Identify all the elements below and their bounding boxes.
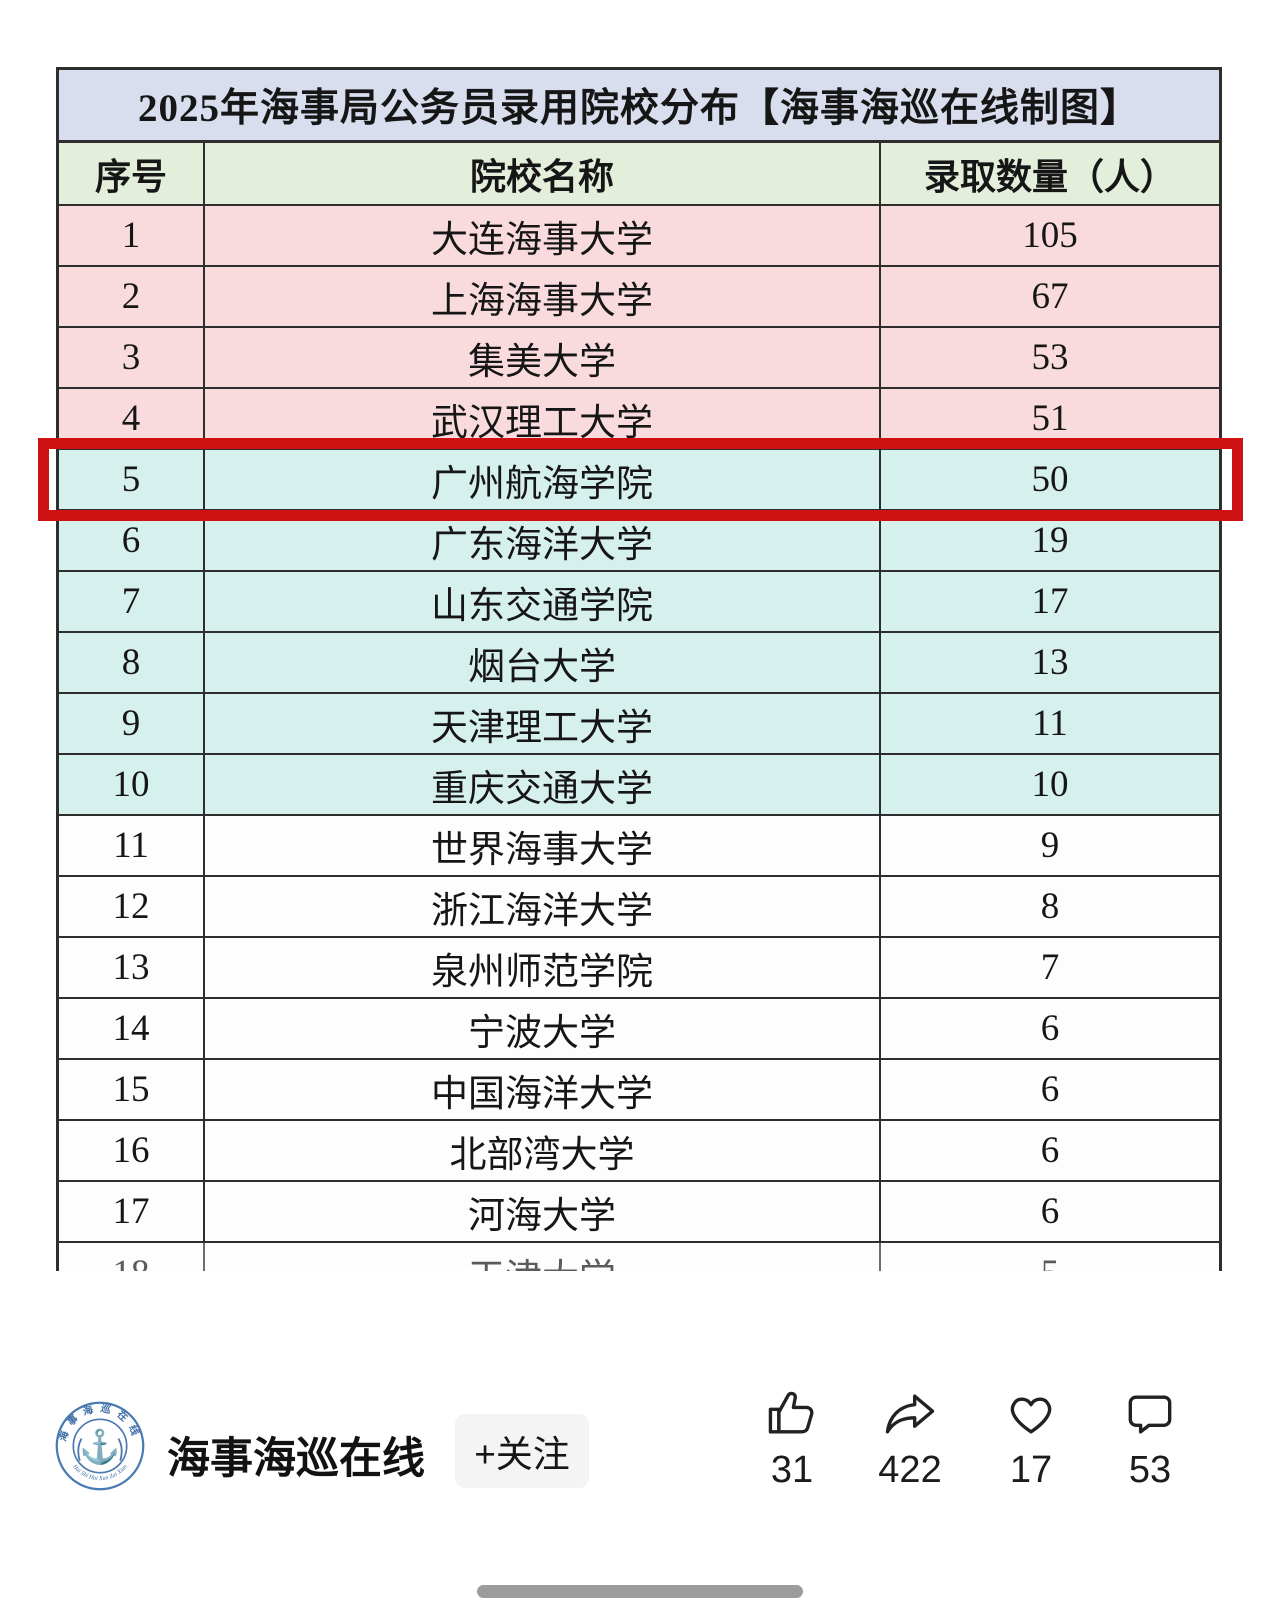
- row-count: 6: [1040, 1130, 1060, 1171]
- row-count: 17: [1031, 581, 1069, 622]
- row-rank: 17: [59, 1182, 205, 1241]
- row-school: 泉州师范学院: [205, 938, 881, 997]
- laurel-right: [117, 1438, 123, 1461]
- row-school: 烟台大学: [205, 633, 881, 692]
- row-school: 大连海事大学: [205, 206, 881, 265]
- row-count: 67: [1031, 276, 1069, 317]
- row-school: 广东海洋大学: [205, 511, 881, 570]
- comment-icon: [1128, 1395, 1172, 1434]
- row-rank: 2: [59, 267, 205, 326]
- col-header-school: 院校名称: [205, 143, 881, 204]
- table-row: 3 集美大学 53: [59, 328, 1219, 389]
- avatar[interactable]: 海事海巡在线 Hai Shi Hai Xun Zai Xian ⚓: [54, 1399, 146, 1493]
- row-school: 北部湾大学: [205, 1121, 881, 1180]
- row-school: 宁波大学: [205, 999, 881, 1058]
- row-count: 50: [1031, 459, 1069, 500]
- row-count: 11: [1032, 703, 1068, 744]
- row-count: 7: [1040, 947, 1060, 988]
- like-button[interactable]: 31: [727, 1384, 857, 1489]
- row-school: 集美大学: [205, 328, 881, 387]
- row-school: 山东交通学院: [205, 572, 881, 631]
- share-count: 422: [878, 1449, 942, 1491]
- row-count: 5: [881, 1243, 1219, 1271]
- table-row: 1 大连海事大学 105: [59, 206, 1219, 267]
- share-button[interactable]: 422: [845, 1384, 975, 1489]
- col-header-count: 录取数量（人）: [923, 156, 1176, 197]
- col-header-rank: 序号: [59, 143, 205, 204]
- row-rank: 12: [59, 877, 205, 936]
- row-school: 广州航海学院: [205, 450, 881, 509]
- row-rank: 6: [59, 511, 205, 570]
- row-rank: 14: [59, 999, 205, 1058]
- share-icon: [885, 1394, 935, 1434]
- row-rank: 3: [59, 328, 205, 387]
- row-rank: 4: [59, 389, 205, 448]
- row-rank: 8: [59, 633, 205, 692]
- row-rank: 11: [59, 816, 205, 875]
- table-row: 4 武汉理工大学 51: [59, 389, 1219, 450]
- row-count: 13: [1031, 642, 1069, 683]
- row-count: 53: [1031, 337, 1069, 378]
- row-rank: 15: [59, 1060, 205, 1119]
- comment-button[interactable]: 53: [1085, 1384, 1215, 1489]
- row-school: 武汉理工大学: [205, 389, 881, 448]
- row-school: 河海大学: [205, 1182, 881, 1241]
- table-row: 14 宁波大学 6: [59, 999, 1219, 1060]
- row-rank: 10: [59, 755, 205, 814]
- laurel-left: [77, 1438, 83, 1461]
- like-count: 31: [770, 1449, 814, 1491]
- table-row: 10 重庆交通大学 10: [59, 755, 1219, 816]
- thumbs-up-icon: [768, 1391, 814, 1434]
- table-row: 13 泉州师范学院 7: [59, 938, 1219, 999]
- comment-count: 53: [1128, 1449, 1172, 1491]
- heart-icon: [1010, 1397, 1052, 1434]
- row-count: 6: [1040, 1069, 1060, 1110]
- table-row: 2 上海海事大学 67: [59, 267, 1219, 328]
- table-row: 7 山东交通学院 17: [59, 572, 1219, 633]
- row-count: 6: [1040, 1191, 1060, 1232]
- table-row: 8 烟台大学 13: [59, 633, 1219, 694]
- row-count: 19: [1031, 520, 1069, 561]
- row-rank: 7: [59, 572, 205, 631]
- username[interactable]: 海事海巡在线: [167, 1435, 425, 1483]
- recruitment-table-image[interactable]: 2025年海事局公务员录用院校分布【海事海巡在线制图】 序号 院校名称 录取数量…: [38, 67, 1243, 1271]
- table-body: 1 大连海事大学 105 2 上海海事大学 67 3 集美大学 53 4 武汉理…: [38, 206, 1243, 1271]
- row-rank: 1: [59, 206, 205, 265]
- favorite-count: 17: [1009, 1449, 1053, 1491]
- row-count: 10: [1031, 764, 1069, 805]
- row-count: 51: [1031, 398, 1069, 439]
- row-school: 中国海洋大学: [205, 1060, 881, 1119]
- row-count: 6: [1040, 1008, 1060, 1049]
- table-row: 9 天津理工大学 11: [59, 694, 1219, 755]
- table-row: 6 广东海洋大学 19: [59, 511, 1219, 572]
- table-row: 16 北部湾大学 6: [59, 1121, 1219, 1182]
- row-school: 重庆交通大学: [205, 755, 881, 814]
- row-school: 天津大学: [205, 1243, 881, 1271]
- table-row: 15 中国海洋大学 6: [59, 1060, 1219, 1121]
- row-school: 浙江海洋大学: [205, 877, 881, 936]
- row-rank: 13: [59, 938, 205, 997]
- table-row: 12 浙江海洋大学 8: [59, 877, 1219, 938]
- row-count: 105: [1022, 215, 1078, 256]
- row-rank: 5: [59, 450, 205, 509]
- table-header-row: 序号 院校名称 录取数量（人）: [59, 143, 1219, 206]
- avatar-emblem: 海事海巡在线 Hai Shi Hai Xun Zai Xian ⚓: [55, 1401, 145, 1491]
- favorite-button[interactable]: 17: [966, 1384, 1096, 1489]
- row-count: 9: [1040, 825, 1060, 866]
- table-row: 18 天津大学 5: [59, 1243, 1219, 1271]
- home-indicator: [477, 1585, 803, 1598]
- row-count: 8: [1040, 886, 1060, 927]
- table-title: 2025年海事局公务员录用院校分布【海事海巡在线制图】: [59, 70, 1219, 143]
- row-rank: 18: [59, 1243, 205, 1271]
- row-school: 上海海事大学: [205, 267, 881, 326]
- row-rank: 16: [59, 1121, 205, 1180]
- table-row: 11 世界海事大学 9: [59, 816, 1219, 877]
- anchor-icon: ⚓: [79, 1427, 120, 1466]
- table-row: 5 广州航海学院 50: [38, 438, 1243, 521]
- table-row: 17 河海大学 6: [59, 1182, 1219, 1243]
- row-rank: 9: [59, 694, 205, 753]
- row-school: 天津理工大学: [205, 694, 881, 753]
- follow-button[interactable]: +关注: [455, 1414, 589, 1488]
- row-school: 世界海事大学: [205, 816, 881, 875]
